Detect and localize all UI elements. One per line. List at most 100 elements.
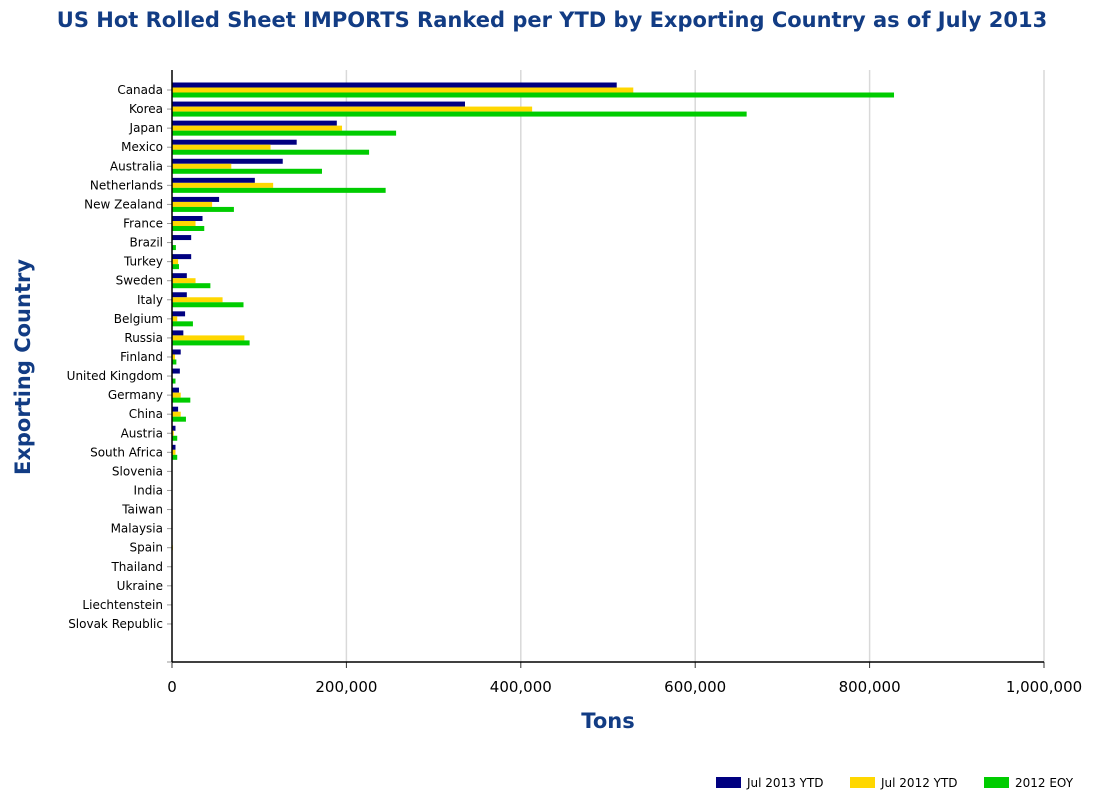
y-tick-label: Australia (110, 159, 163, 173)
x-tick-label: 0 (167, 678, 177, 696)
y-tick-label: Turkey (123, 255, 163, 269)
y-tick-label: Ukraine (117, 579, 163, 593)
y-tick-label: Austria (121, 426, 163, 440)
y-tick-label: Slovak Republic (68, 617, 163, 631)
y-tick-label: Taiwan (121, 503, 163, 517)
bar-2012-eoy (172, 245, 176, 251)
y-tick-label: Finland (120, 350, 163, 364)
bar-jul-2013-ytd (172, 139, 297, 145)
bar-jul-2012-ytd (172, 449, 176, 455)
legend-label: Jul 2013 YTD (746, 776, 824, 790)
bar-jul-2012-ytd (172, 354, 176, 360)
legend-label: 2012 EOY (1015, 776, 1074, 790)
bar-2012-eoy (172, 225, 205, 231)
bar-2012-eoy (172, 264, 179, 270)
bar-jul-2013-ytd (172, 254, 192, 260)
bar-jul-2013-ytd (172, 196, 220, 202)
bar-jul-2013-ytd (172, 330, 184, 336)
bar-2012-eoy (172, 206, 234, 212)
bar-jul-2013-ytd (172, 311, 186, 317)
bar-jul-2013-ytd (172, 215, 203, 221)
bar-jul-2012-ytd (172, 278, 196, 284)
bar-2012-eoy (172, 302, 244, 308)
y-tick-label: Belgium (114, 312, 163, 326)
y-tick-label: India (134, 483, 163, 497)
bar-2012-eoy (172, 111, 747, 117)
bar-jul-2013-ytd (172, 425, 176, 431)
bar-jul-2012-ytd (172, 163, 232, 169)
y-tick-label: Mexico (121, 140, 163, 154)
bar-jul-2013-ytd (172, 273, 187, 279)
y-tick-label: New Zealand (84, 197, 163, 211)
bar-jul-2013-ytd (172, 235, 192, 241)
bar-jul-2013-ytd (172, 406, 179, 412)
legend-swatch (984, 777, 1009, 788)
x-tick-label: 200,000 (315, 678, 377, 696)
bar-jul-2013-ytd (172, 368, 180, 374)
bar-jul-2012-ytd (172, 316, 178, 322)
bar-jul-2012-ytd (172, 430, 174, 436)
chart-title: US Hot Rolled Sheet IMPORTS Ranked per Y… (56, 8, 1048, 32)
bar-jul-2012-ytd (172, 144, 271, 150)
y-tick-label: China (129, 407, 163, 421)
bar-jul-2013-ytd (172, 292, 187, 298)
y-tick-label: Canada (117, 83, 163, 97)
y-tick-label: Brazil (130, 236, 164, 250)
bar-jul-2012-ytd (172, 182, 274, 188)
bar-2012-eoy (172, 130, 397, 136)
y-tick-label: France (123, 216, 163, 230)
bar-jul-2012-ytd (172, 87, 634, 93)
y-tick-label: Korea (129, 102, 163, 116)
x-tick-label: 1,000,000 (1006, 678, 1082, 696)
bar-2012-eoy (172, 378, 176, 384)
legend-swatch (716, 777, 741, 788)
y-tick-label: Slovenia (112, 464, 163, 478)
bar-jul-2012-ytd (172, 259, 179, 265)
x-tick-label: 600,000 (664, 678, 726, 696)
bar-2012-eoy (172, 340, 250, 346)
x-tick-label: 400,000 (490, 678, 552, 696)
bar-jul-2012-ytd (172, 220, 196, 226)
bar-jul-2013-ytd (172, 387, 179, 393)
bar-jul-2012-ytd (172, 201, 213, 207)
bar-jul-2013-ytd (172, 177, 255, 183)
bar-jul-2013-ytd (172, 158, 283, 164)
y-tick-label: Netherlands (90, 178, 163, 192)
y-tick-label: Spain (129, 541, 163, 555)
bar-2012-eoy (172, 359, 177, 365)
bar-jul-2013-ytd (172, 120, 337, 126)
bar-jul-2013-ytd (172, 349, 181, 355)
bar-2012-eoy (172, 187, 386, 193)
legend-swatch (850, 777, 875, 788)
y-axis-label: Exporting Country (11, 259, 35, 475)
bar-jul-2012-ytd (172, 125, 343, 131)
y-tick-label: Thailand (110, 560, 163, 574)
x-tick-label: 800,000 (839, 678, 901, 696)
bar-2012-eoy (172, 321, 193, 327)
y-tick-label: Malaysia (111, 522, 163, 536)
bar-jul-2012-ytd (172, 297, 223, 303)
y-tick-label: Liechtenstein (82, 598, 163, 612)
y-tick-label: South Africa (90, 445, 163, 459)
y-tick-label: Japan (129, 121, 163, 135)
bar-2012-eoy (172, 416, 186, 422)
bar-jul-2013-ytd (172, 444, 176, 450)
y-tick-label: Russia (124, 331, 163, 345)
bar-jul-2013-ytd (172, 101, 465, 107)
bar-jul-2013-ytd (172, 82, 617, 88)
bar-jul-2012-ytd (172, 411, 181, 417)
legend-label: Jul 2012 YTD (880, 776, 958, 790)
bar-2012-eoy (172, 92, 895, 98)
bar-2012-eoy (172, 168, 322, 174)
bar-jul-2012-ytd (172, 392, 181, 398)
y-tick-label: Italy (137, 293, 163, 307)
y-tick-label: United Kingdom (67, 369, 163, 383)
bar-jul-2012-ytd (172, 335, 245, 341)
x-axis-label: Tons (581, 709, 634, 733)
bar-2012-eoy (172, 397, 191, 403)
bar-2012-eoy (172, 149, 370, 155)
bar-2012-eoy (172, 454, 178, 460)
y-tick-label: Sweden (116, 274, 163, 288)
bar-jul-2012-ytd (172, 106, 533, 112)
